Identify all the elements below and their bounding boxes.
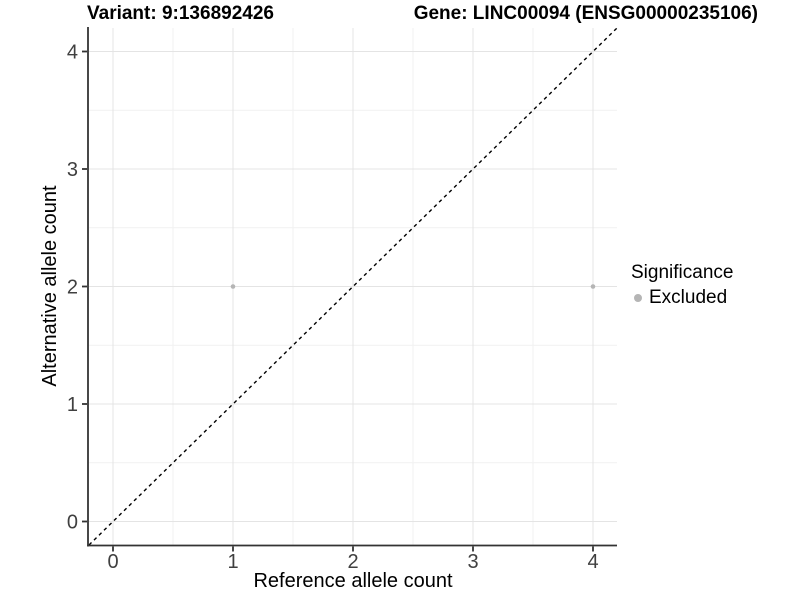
- data-point: [230, 284, 236, 289]
- y-axis-title: Alternative allele count: [39, 185, 61, 387]
- x-tick-label: 1: [227, 551, 238, 573]
- plot-title-row: Variant: 9:136892426 Gene: LINC00094 (EN…: [87, 3, 758, 27]
- data-point: [590, 284, 596, 289]
- x-tick-label: 0: [107, 551, 118, 573]
- legend-title: Significance: [631, 262, 734, 283]
- x-tick-label: 4: [587, 551, 598, 573]
- legend-item-label: Excluded: [649, 287, 728, 308]
- y-tick-label: 1: [67, 394, 78, 416]
- x-tick-label: 2: [347, 551, 358, 573]
- legend-item-excluded: Excluded: [631, 285, 733, 310]
- y-tick-label: 0: [67, 512, 78, 534]
- plot-title-variant: Variant: 9:136892426: [87, 3, 274, 24]
- legend-circle-marker-icon: [634, 293, 642, 302]
- legend: Significance Excluded: [631, 260, 733, 310]
- x-axis-title: Reference allele count: [253, 570, 453, 592]
- plot-title-gene: Gene: LINC00094 (ENSG00000235106): [413, 3, 758, 24]
- y-tick-label: 4: [67, 42, 78, 64]
- y-tick-label: 2: [67, 277, 78, 299]
- x-tick-label: 3: [467, 551, 478, 573]
- y-tick-label: 3: [67, 159, 78, 181]
